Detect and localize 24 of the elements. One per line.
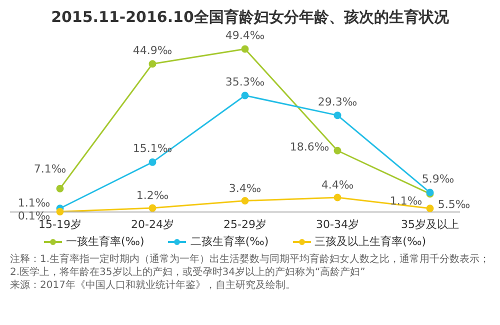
data-label: 1.1‰: [18, 196, 50, 210]
data-label: 3.4‰: [228, 182, 262, 195]
source-note: 来源：2017年《中国人口和就业统计年鉴》，自主研究及绘制。: [10, 279, 296, 292]
data-label: 49.4‰: [225, 29, 265, 42]
data-label: 35.3‰: [225, 76, 265, 89]
chart-title: 2015.11-2016.10全国育龄妇女分年龄、孩次的生育状况: [50, 8, 450, 27]
legend-label: 三孩及以上生育率(‰): [314, 234, 426, 249]
data-label: 4.4‰: [321, 178, 354, 192]
data-label: 1.1‰: [390, 194, 422, 208]
data-label: 18.6‰: [290, 140, 330, 154]
data-label: 5.5‰: [438, 198, 470, 211]
data-label: 7.1‰: [34, 162, 66, 176]
data-label: 1.2‰: [136, 189, 169, 202]
text: 注释：1.生育率指一定时期内（通常为一年）出生活婴数与同期平均育龄妇女人数之比，通常用千分数表示；2.医学上，将年龄在35岁以上的产妇，或受孕时34岁以上的产妇称为“高龄产妇”: [10, 253, 490, 279]
x-tick-label: 30-34岁: [316, 218, 359, 231]
data-label: 5.9‰: [422, 172, 454, 186]
x-tick-label: 25-29岁: [224, 218, 266, 231]
legend-label: 二孩生育率(‰): [190, 234, 269, 249]
x-tick-label: 35岁及以上: [401, 218, 459, 231]
data-label: 29.3‰: [318, 95, 358, 108]
data-label: 44.9‰: [132, 44, 172, 57]
data-label: 15.1‰: [132, 142, 172, 156]
legend-label: 一孩生育率(‰): [66, 234, 144, 249]
x-tick-label: 20-24岁: [131, 218, 174, 231]
